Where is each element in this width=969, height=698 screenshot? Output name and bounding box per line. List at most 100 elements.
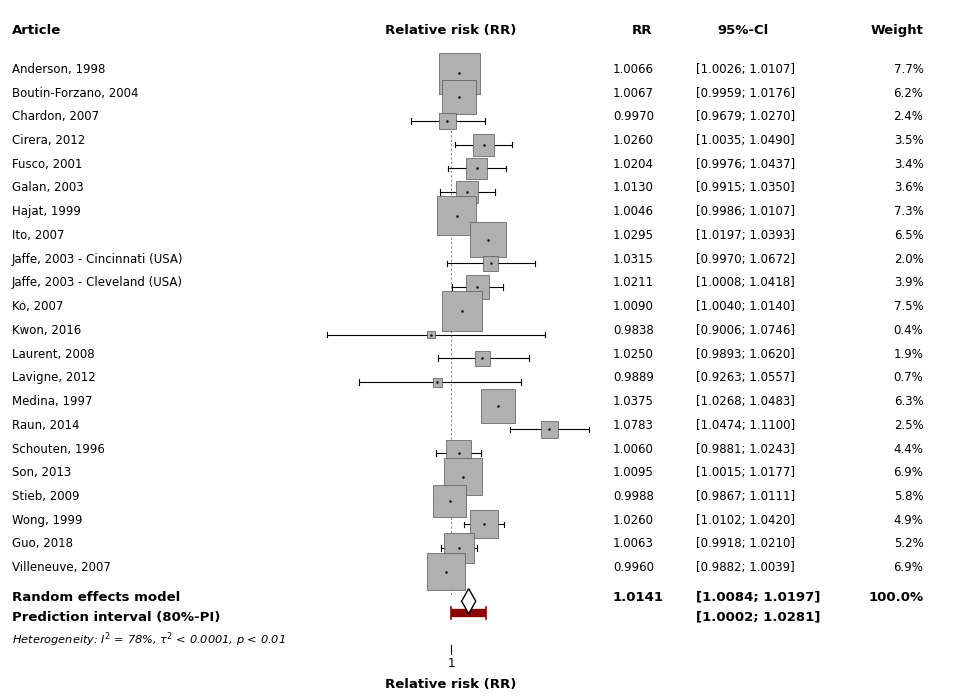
Text: Weight: Weight <box>869 24 922 38</box>
Bar <box>472 134 494 156</box>
Text: 6.5%: 6.5% <box>892 229 922 242</box>
Text: 1.0130: 1.0130 <box>612 181 653 195</box>
Text: [0.9867; 1.0111]: [0.9867; 1.0111] <box>696 490 795 503</box>
Text: 1: 1 <box>447 658 454 670</box>
Text: Medina, 1997: Medina, 1997 <box>12 395 92 408</box>
Text: 2.0%: 2.0% <box>892 253 922 266</box>
Text: 1.0090: 1.0090 <box>612 300 653 313</box>
Text: [0.9915; 1.0350]: [0.9915; 1.0350] <box>696 181 795 195</box>
Text: 1.0211: 1.0211 <box>612 276 653 290</box>
Bar <box>427 554 464 591</box>
Text: 1.0060: 1.0060 <box>612 443 653 456</box>
Bar <box>426 331 434 339</box>
Text: Lavigne, 2012: Lavigne, 2012 <box>12 371 95 385</box>
Text: [0.9263; 1.0557]: [0.9263; 1.0557] <box>696 371 795 385</box>
Text: Jaffe, 2003 - Cincinnati (USA): Jaffe, 2003 - Cincinnati (USA) <box>12 253 183 266</box>
Text: 3.9%: 3.9% <box>892 276 922 290</box>
Bar <box>444 533 473 563</box>
Text: Anderson, 1998: Anderson, 1998 <box>12 63 105 76</box>
Text: 6.9%: 6.9% <box>892 466 922 480</box>
Text: Kwon, 2016: Kwon, 2016 <box>12 324 80 337</box>
Text: 1.0066: 1.0066 <box>612 63 653 76</box>
Text: Villeneuve, 2007: Villeneuve, 2007 <box>12 561 110 574</box>
Text: Heterogeneity: $I^2$ = 78%, $\tau^2$ < 0.0001, $p$ < 0.01: Heterogeneity: $I^2$ = 78%, $\tau^2$ < 0… <box>12 631 285 649</box>
Text: Jaffe, 2003 - Cleveland (USA): Jaffe, 2003 - Cleveland (USA) <box>12 276 182 290</box>
Text: [1.0197; 1.0393]: [1.0197; 1.0393] <box>696 229 795 242</box>
Text: [0.9893; 1.0620]: [0.9893; 1.0620] <box>696 348 795 361</box>
Text: 7.7%: 7.7% <box>892 63 922 76</box>
Text: Stieb, 2009: Stieb, 2009 <box>12 490 79 503</box>
Text: 1.0315: 1.0315 <box>612 253 653 266</box>
Bar <box>442 80 476 114</box>
Text: 0.9960: 0.9960 <box>612 561 653 574</box>
Text: 5.2%: 5.2% <box>892 537 922 551</box>
Text: Son, 2013: Son, 2013 <box>12 466 71 480</box>
Text: [0.9918; 1.0210]: [0.9918; 1.0210] <box>696 537 795 551</box>
Text: 2.5%: 2.5% <box>892 419 922 432</box>
Text: [1.0268; 1.0483]: [1.0268; 1.0483] <box>696 395 795 408</box>
Text: [1.0015; 1.0177]: [1.0015; 1.0177] <box>696 466 795 480</box>
Bar <box>465 275 488 299</box>
Text: 95%-Cl: 95%-Cl <box>717 24 767 38</box>
Text: Random effects model: Random effects model <box>12 591 179 604</box>
Text: 1.0783: 1.0783 <box>612 419 653 432</box>
Bar <box>483 256 497 271</box>
Text: 3.4%: 3.4% <box>892 158 922 171</box>
Text: Raun, 2014: Raun, 2014 <box>12 419 79 432</box>
Text: [0.9970; 1.0672]: [0.9970; 1.0672] <box>696 253 795 266</box>
Text: 1.0063: 1.0063 <box>612 537 653 551</box>
Text: 7.5%: 7.5% <box>892 300 922 313</box>
Text: [1.0008; 1.0418]: [1.0008; 1.0418] <box>696 276 795 290</box>
Text: 7.3%: 7.3% <box>892 205 922 218</box>
Text: [1.0084; 1.0197]: [1.0084; 1.0197] <box>696 591 820 604</box>
Text: [1.0002; 1.0281]: [1.0002; 1.0281] <box>696 611 820 624</box>
Text: Laurent, 2008: Laurent, 2008 <box>12 348 94 361</box>
Text: 1.0260: 1.0260 <box>612 134 653 147</box>
Text: 3.5%: 3.5% <box>892 134 922 147</box>
Bar <box>445 440 471 466</box>
Text: 1.0260: 1.0260 <box>612 514 653 527</box>
Text: Article: Article <box>12 24 61 38</box>
Text: [0.9986; 1.0107]: [0.9986; 1.0107] <box>696 205 795 218</box>
Text: Schouten, 1996: Schouten, 1996 <box>12 443 105 456</box>
Text: 0.9988: 0.9988 <box>612 490 653 503</box>
Bar <box>481 389 515 423</box>
Text: [1.0035; 1.0490]: [1.0035; 1.0490] <box>696 134 795 147</box>
Text: 4.9%: 4.9% <box>892 514 922 527</box>
Text: Guo, 2018: Guo, 2018 <box>12 537 73 551</box>
Text: [0.9006; 1.0746]: [0.9006; 1.0746] <box>696 324 795 337</box>
Text: 5.8%: 5.8% <box>892 490 922 503</box>
Text: [0.9882; 1.0039]: [0.9882; 1.0039] <box>696 561 795 574</box>
Bar <box>444 459 481 496</box>
Text: Wong, 1999: Wong, 1999 <box>12 514 82 527</box>
Text: Ko, 2007: Ko, 2007 <box>12 300 63 313</box>
Bar <box>470 222 505 258</box>
Text: 4.4%: 4.4% <box>892 443 922 456</box>
Text: [0.9679; 1.0270]: [0.9679; 1.0270] <box>696 110 795 124</box>
Bar <box>540 421 557 438</box>
Bar <box>432 378 441 387</box>
Text: 1.0095: 1.0095 <box>612 466 653 480</box>
Text: Fusco, 2001: Fusco, 2001 <box>12 158 82 171</box>
Text: 0.7%: 0.7% <box>892 371 922 385</box>
Text: Chardon, 2007: Chardon, 2007 <box>12 110 99 124</box>
Text: 2.4%: 2.4% <box>892 110 922 124</box>
Text: Galan, 2003: Galan, 2003 <box>12 181 83 195</box>
Text: 6.3%: 6.3% <box>892 395 922 408</box>
Bar <box>433 484 465 517</box>
Bar <box>465 158 486 179</box>
Text: Prediction interval (80%-PI): Prediction interval (80%-PI) <box>12 611 220 624</box>
Text: 1.0375: 1.0375 <box>612 395 653 408</box>
Bar <box>469 510 497 538</box>
Text: 1.9%: 1.9% <box>892 348 922 361</box>
Text: Hajat, 1999: Hajat, 1999 <box>12 205 80 218</box>
Text: [0.9881; 1.0243]: [0.9881; 1.0243] <box>696 443 795 456</box>
Text: [1.0102; 1.0420]: [1.0102; 1.0420] <box>696 514 795 527</box>
Text: [1.0474; 1.1100]: [1.0474; 1.1100] <box>696 419 795 432</box>
Text: 0.4%: 0.4% <box>892 324 922 337</box>
Text: Boutin-Forzano, 2004: Boutin-Forzano, 2004 <box>12 87 138 100</box>
Text: 1.0250: 1.0250 <box>612 348 653 361</box>
Bar <box>439 53 480 94</box>
Text: [0.9976; 1.0437]: [0.9976; 1.0437] <box>696 158 795 171</box>
Text: 1.0046: 1.0046 <box>612 205 653 218</box>
